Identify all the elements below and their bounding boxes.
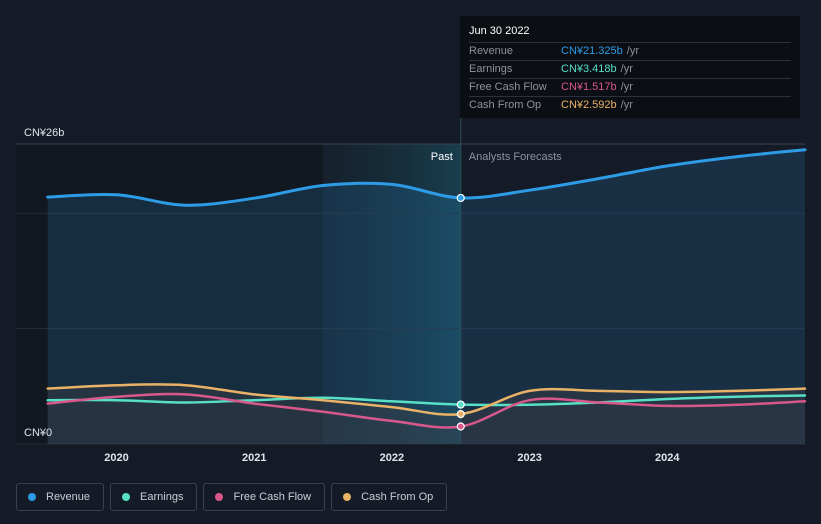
tooltip-value: CN¥3.418b [561, 63, 617, 75]
tooltip-unit: /yr [620, 99, 633, 111]
legend-label: Earnings [140, 491, 184, 503]
x-tick-label: 2021 [242, 452, 266, 464]
marker-earnings [456, 400, 465, 409]
tooltip-label: Earnings [469, 63, 513, 75]
data-tooltip: Jun 30 2022 Revenue CN¥21.325b /yr Earni… [460, 16, 800, 118]
tooltip-date: Jun 30 2022 [469, 25, 530, 37]
marker-cash-from-op [456, 409, 465, 419]
tooltip-unit: /yr [626, 45, 640, 57]
legend-label: Cash From Op [361, 491, 434, 503]
legend-dot-icon [215, 493, 224, 501]
past-label: Past [431, 151, 453, 163]
tooltip-label: Revenue [469, 45, 514, 57]
chart-legend: Revenue Earnings Free Cash Flow Cash Fro… [16, 483, 448, 511]
tooltip-unit: /yr [620, 63, 633, 75]
legend-item-free-cash-flow[interactable]: Free Cash Flow [203, 483, 326, 511]
x-tick-label: 2024 [655, 452, 680, 464]
legend-dot-icon [343, 493, 352, 501]
tooltip-label: Free Cash Flow [469, 81, 547, 93]
x-tick-label: 2020 [104, 452, 128, 464]
forecast-label: Analysts Forecasts [469, 151, 562, 163]
marker-revenue [456, 193, 465, 203]
tooltip-value: CN¥1.517b [561, 81, 617, 93]
series-line-free-cash-flow [46, 392, 807, 429]
tooltip-label: Cash From Op [469, 99, 542, 111]
legend-label: Free Cash Flow [233, 491, 312, 503]
tooltip-unit: /yr [620, 81, 633, 93]
tooltip-row-earnings: Earnings CN¥3.418b /yr [469, 60, 791, 78]
tooltip-row-cash-from-op: Cash From Op CN¥2.592b /yr [469, 96, 791, 114]
marker-free-cash-flow [456, 422, 465, 431]
revenue-area [47, 149, 805, 445]
y-axis-bottom-label: CN¥0 [24, 427, 52, 439]
tooltip-row-free-cash-flow: Free Cash Flow CN¥1.517b /yr [469, 78, 791, 96]
legend-label: Revenue [46, 491, 91, 503]
x-tick-label: 2022 [380, 452, 404, 464]
legend-item-cash-from-op[interactable]: Cash From Op [331, 483, 448, 511]
legend-item-earnings[interactable]: Earnings [110, 483, 198, 511]
legend-dot-icon [122, 493, 131, 501]
series-line-revenue [46, 148, 807, 207]
y-axis-top-label: CN¥26b [24, 127, 64, 139]
x-tick-label: 2023 [517, 452, 541, 464]
legend-item-revenue[interactable]: Revenue [16, 483, 105, 511]
series-line-cash-from-op [46, 383, 807, 416]
series-line-earnings [46, 394, 807, 407]
cash-area [47, 384, 805, 444]
legend-dot-icon [28, 493, 36, 501]
tooltip-value: CN¥2.592b [561, 99, 617, 111]
tooltip-row-revenue: Revenue CN¥21.325b /yr [469, 42, 791, 60]
tooltip-value: CN¥21.325b [561, 45, 623, 57]
